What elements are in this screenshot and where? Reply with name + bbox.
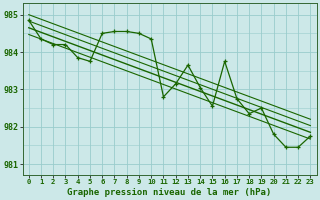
X-axis label: Graphe pression niveau de la mer (hPa): Graphe pression niveau de la mer (hPa) [68, 188, 272, 197]
